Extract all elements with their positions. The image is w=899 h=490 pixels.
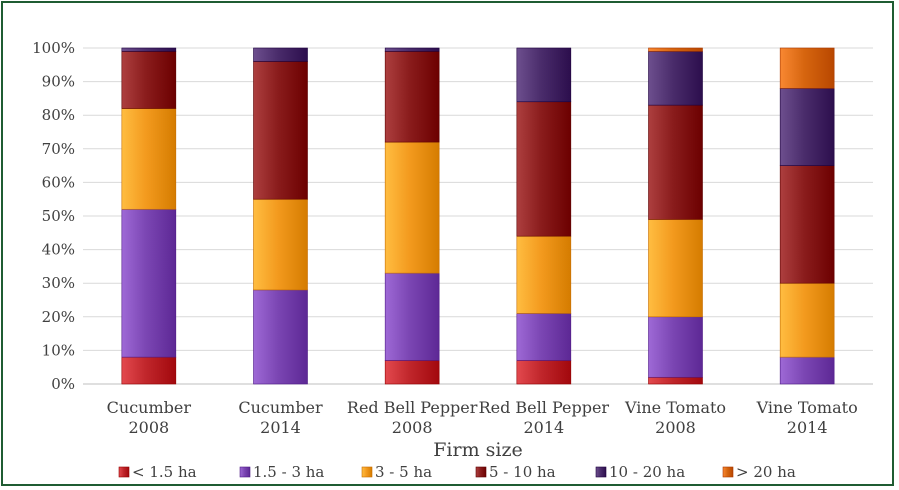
- x-category-label: Red Bell Pepper: [347, 398, 478, 417]
- x-axis-title: Firm size: [433, 439, 522, 461]
- y-tick-label: 50%: [42, 207, 75, 225]
- bar-segment: [516, 313, 572, 361]
- bar-segment: [779, 282, 835, 358]
- legend-label: < 1.5 ha: [132, 463, 197, 481]
- legend-label: 3 - 5 ha: [375, 463, 432, 481]
- legend-item: 3 - 5 ha: [361, 463, 432, 481]
- y-tick-label: 100%: [32, 39, 75, 57]
- bar-segment: [779, 47, 835, 89]
- x-category-label: Cucumber: [238, 398, 323, 417]
- bar-segment: [648, 47, 703, 52]
- legend-item: 5 - 10 ha: [475, 463, 556, 481]
- x-category-label: 2008: [128, 418, 169, 437]
- bar-segment: [779, 165, 835, 284]
- bar-segment: [384, 360, 440, 385]
- y-tick-label: 40%: [42, 241, 75, 259]
- bar-segment: [648, 316, 703, 378]
- bar-segment: [648, 219, 703, 318]
- bars: [121, 47, 835, 385]
- x-category-label: 2014: [523, 418, 564, 437]
- legend-label: 5 - 10 ha: [489, 463, 556, 481]
- bar-segment: [384, 51, 440, 143]
- bar-segment: [516, 47, 572, 103]
- y-tick-label: 70%: [42, 140, 75, 158]
- bar-segment: [253, 198, 308, 291]
- y-axis-tick-labels: 0% 10% 20% 30% 40% 50% 60% 70% 80% 90% 100%: [32, 39, 75, 393]
- gridlines: [83, 47, 873, 385]
- x-category-label: 2008: [655, 418, 696, 437]
- bar-segment: [648, 376, 703, 385]
- x-category-label: Vine Tomato: [624, 398, 726, 417]
- y-tick-label: 90%: [42, 73, 75, 91]
- legend-item: 1.5 - 3 ha: [239, 463, 324, 481]
- x-category-label: 2014: [787, 418, 828, 437]
- legend-swatch: [361, 466, 373, 478]
- legend-label: 1.5 - 3 ha: [253, 463, 324, 481]
- legend-item: 10 - 20 ha: [595, 463, 685, 481]
- bar-segment: [121, 208, 177, 358]
- legend-swatch: [118, 466, 130, 478]
- bar-segment: [516, 235, 572, 314]
- bar-segment: [648, 51, 703, 106]
- bar-segment: [384, 272, 440, 361]
- legend-swatch: [475, 466, 487, 478]
- bar-segment: [121, 51, 177, 109]
- bar-segment: [253, 61, 308, 200]
- legend-swatch: [239, 466, 251, 478]
- bar-segment: [121, 356, 177, 385]
- bar-segment: [779, 356, 835, 385]
- legend-label: 10 - 20 ha: [609, 463, 685, 481]
- y-tick-label: 80%: [42, 106, 75, 124]
- stacked-bar-chart: 0% 10% 20% 30% 40% 50% 60% 70% 80% 90% 100% Cucumb…: [32, 39, 873, 481]
- bar-segment: [121, 108, 177, 210]
- y-tick-label: 60%: [42, 173, 75, 191]
- x-category-label: 2014: [260, 418, 301, 437]
- legend-item: < 1.5 ha: [118, 463, 197, 481]
- legend-item: > 20 ha: [722, 463, 796, 481]
- bar-segment: [648, 104, 703, 220]
- bar-segment: [779, 88, 835, 166]
- bar-segment: [384, 141, 440, 274]
- bar-segment: [253, 47, 308, 62]
- bar-segment: [516, 360, 572, 385]
- y-tick-label: 30%: [42, 274, 75, 292]
- x-category-label: 2008: [392, 418, 433, 437]
- y-tick-label: 0%: [51, 375, 75, 393]
- x-category-label: Cucumber: [107, 398, 192, 417]
- bar-segment: [253, 289, 308, 385]
- y-tick-label: 10%: [42, 341, 75, 359]
- legend-label: > 20 ha: [736, 463, 796, 481]
- x-category-label: Vine Tomato: [756, 398, 858, 417]
- bar-segment: [121, 47, 177, 52]
- x-category-label: Red Bell Pepper: [479, 398, 610, 417]
- legend: < 1.5 ha 1.5 - 3 ha 3 - 5 ha 5 - 10 ha 10 - …: [118, 463, 796, 481]
- bar-segment: [516, 101, 572, 237]
- legend-swatch: [595, 466, 607, 478]
- bar-segment: [384, 47, 440, 52]
- y-tick-label: 20%: [42, 308, 75, 326]
- legend-swatch: [722, 466, 734, 478]
